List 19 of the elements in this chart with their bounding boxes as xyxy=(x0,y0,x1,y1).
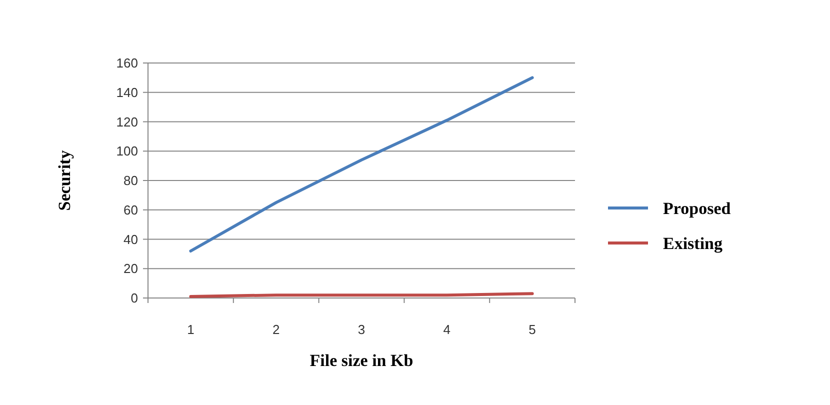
y-tick-label: 120 xyxy=(116,114,138,130)
x-tick-label: 3 xyxy=(358,322,366,337)
x-axis-title: File size in Kb xyxy=(310,351,414,370)
y-tick-label: 0 xyxy=(130,290,138,306)
y-tick-label: 100 xyxy=(116,144,138,159)
y-tick-label: 140 xyxy=(116,84,138,100)
line-series xyxy=(189,76,534,252)
y-tick-label: 80 xyxy=(124,173,138,188)
y-tick-label: 20 xyxy=(124,261,138,276)
y-tick-label: 160 xyxy=(116,56,138,71)
y-tick-label: 40 xyxy=(124,232,138,247)
legend-label: Proposed xyxy=(663,198,732,218)
x-tick-label: 5 xyxy=(528,322,536,337)
y-axis-title: Security xyxy=(55,150,74,211)
legend-label: Existing xyxy=(663,234,724,253)
x-tick-label: 4 xyxy=(443,322,451,337)
y-tick-label: 60 xyxy=(124,202,138,218)
x-tick-label: 2 xyxy=(272,322,280,337)
x-tick-label: 1 xyxy=(187,322,194,337)
